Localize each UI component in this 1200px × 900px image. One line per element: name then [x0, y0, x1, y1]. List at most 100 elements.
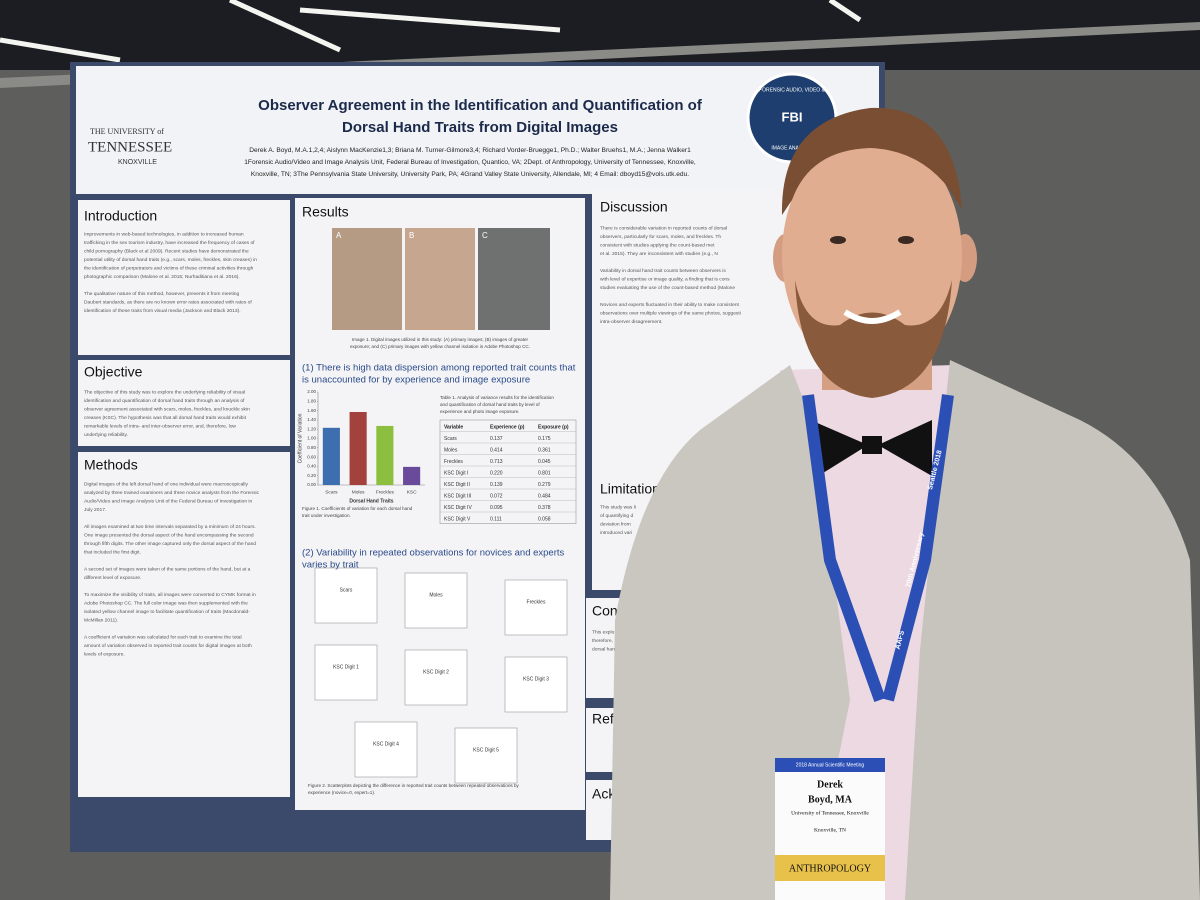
- table-cell: 0.361: [538, 447, 551, 453]
- body-text: different level of exposure.: [84, 575, 141, 581]
- lanyard-text: AAFS: [895, 630, 906, 651]
- body-text: A second set of images were taken of the…: [84, 566, 251, 572]
- section-heading: Results: [302, 204, 349, 220]
- smile: [843, 309, 902, 324]
- body-text: intra-observer disagreement.: [600, 319, 663, 325]
- lanyard: [802, 394, 954, 703]
- table-cell: 0.279: [538, 482, 551, 488]
- table-cell: 0.484: [538, 493, 551, 499]
- panel-title: KSC Digit 3: [523, 676, 549, 682]
- finding: is unaccounted for by experience and ima…: [302, 375, 530, 386]
- logo-text: FBI: [782, 109, 803, 124]
- body-text: isolated yellow channel image to facilit…: [84, 609, 250, 615]
- table-cell: KSC Digit I: [444, 470, 468, 476]
- author-line: Knoxville, TN; 3The Pennsylvania State U…: [251, 171, 689, 178]
- body-text: amount of variation observed in reported…: [84, 643, 252, 649]
- panel-title: KSC Digit 4: [373, 741, 399, 747]
- x-tick-label: Moles: [352, 489, 365, 495]
- panel-title: Freckles: [527, 599, 546, 605]
- body-text: that included the first digit.: [84, 549, 141, 555]
- panel-title: Moles: [429, 592, 443, 598]
- table-cell: 0.095: [490, 505, 503, 511]
- eye: [898, 236, 914, 244]
- body-text: There is considerable variation in repor…: [600, 225, 727, 231]
- x-tick-label: Freckles: [376, 489, 395, 495]
- body-text: Improvements in web-based technologies, …: [84, 231, 244, 237]
- badge-text: University of Tennessee, Knoxville: [791, 809, 869, 816]
- table-header: Variable: [444, 424, 463, 430]
- body-text: levels of exposure.: [84, 651, 125, 657]
- body-text: deviation from: [600, 521, 631, 527]
- panel-title: KSC Digit 5: [473, 747, 499, 753]
- section-heading: Objective: [84, 364, 143, 380]
- body-text: observations over multiple viewings of t…: [600, 310, 741, 316]
- body-text: underlying reliability.: [84, 432, 128, 438]
- caption: experience and photo image exposure.: [440, 409, 519, 414]
- body-text: July 2017.: [84, 507, 106, 513]
- table-cell: Freckles: [444, 459, 463, 465]
- body-text: creases (KSC). The hypothesis was that a…: [84, 415, 247, 421]
- table-header: Exposure (p): [538, 424, 569, 430]
- table-cell: 0.378: [538, 505, 551, 511]
- caption: trait under investigation.: [302, 513, 351, 518]
- eye: [830, 236, 846, 244]
- table-cell: 0.175: [538, 436, 551, 442]
- table-cell: 0.220: [490, 470, 503, 476]
- body-text: McMillan 2011).: [84, 617, 118, 623]
- scatter-panel: [504, 656, 568, 713]
- body-text: All images examined at two time interval…: [84, 524, 256, 530]
- introduction-panel: [78, 200, 290, 355]
- table-cell: 0.713: [490, 459, 503, 465]
- objective-panel: [78, 360, 290, 446]
- y-tick-label: 2.00: [307, 389, 316, 394]
- bar: [376, 425, 394, 485]
- y-tick-label: 1.20: [307, 426, 316, 431]
- body-text: This explo: [592, 629, 615, 635]
- scatter-panel: [454, 727, 518, 784]
- body-text: Daubert standards, as there are no known…: [84, 299, 252, 305]
- table-cell: KSC Digit V: [444, 516, 471, 522]
- logo-text: FORENSIC AUDIO, VIDEO &: [759, 87, 826, 93]
- author-line: Derek A. Boyd, M.A.1,2,4; Aislynn MacKen…: [249, 147, 691, 154]
- body-text: The qualitative nature of this method, h…: [84, 291, 240, 297]
- person: [610, 107, 1200, 900]
- badge-text: Knoxville, TN: [814, 827, 846, 833]
- y-tick-label: 0.60: [307, 454, 316, 459]
- body-text: therefore,: [592, 638, 613, 644]
- y-tick-label: 1.40: [307, 417, 316, 422]
- section-heading: Discussion: [600, 199, 668, 215]
- body-text: consistent with studies applying the cou…: [600, 242, 715, 248]
- y-tick-label: 0.20: [307, 473, 316, 478]
- table-header: Experience (p): [490, 424, 525, 430]
- body-text: The objective of this study was to explo…: [84, 389, 245, 395]
- table-frame: [439, 419, 577, 524]
- section-heading: Methods: [84, 457, 138, 473]
- scatter-panel: [504, 579, 568, 636]
- poster-text: Observer Agreement in the Identification…: [84, 87, 826, 801]
- body-text: Audio/Video and Image Analysis Unit of t…: [84, 498, 252, 504]
- caption: and quantification of dorsal hand traits…: [440, 402, 540, 407]
- x-tick-label: Scars: [325, 489, 338, 495]
- ceiling-lights: [0, 0, 862, 63]
- body-text: To maximize the visibility of traits, al…: [84, 592, 256, 598]
- badge-section: ANTHROPOLOGY: [789, 863, 871, 874]
- poster-header: [76, 66, 879, 194]
- panel-title: Scars: [340, 587, 353, 593]
- badge-section-band: [775, 855, 885, 881]
- badge-name: Derek: [817, 779, 843, 790]
- table-cell: KSC Digit IV: [444, 505, 472, 511]
- table-cell: 0.801: [538, 470, 551, 476]
- caption: experience (novice=0, expert=1).: [308, 790, 375, 795]
- body-text: One image presented the dorsal aspect of…: [84, 532, 254, 538]
- body-text: photographic comparison (Malone et al. 2…: [84, 274, 240, 280]
- body-text: through fifth digits. The other image ca…: [84, 541, 256, 547]
- bowtie: [815, 420, 932, 478]
- y-axis-label: Coefficient of Variation: [297, 413, 303, 463]
- poster-title: Observer Agreement in the Identification…: [258, 97, 703, 114]
- y-tick-label: 0.80: [307, 445, 316, 450]
- section-heading: Limitations: [600, 481, 667, 497]
- poster-title: Dorsal Hand Traits from Digital Images: [342, 119, 618, 136]
- hand-photos: [332, 228, 550, 330]
- scatter-panel: [404, 649, 468, 706]
- finding: varies by trait: [302, 560, 359, 571]
